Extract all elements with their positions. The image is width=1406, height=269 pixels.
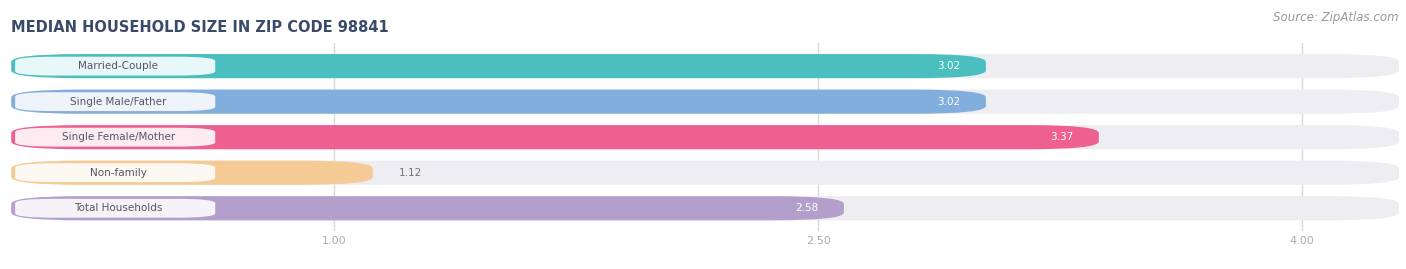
- FancyBboxPatch shape: [11, 54, 986, 78]
- FancyBboxPatch shape: [11, 125, 1099, 149]
- Text: 1.12: 1.12: [398, 168, 422, 178]
- FancyBboxPatch shape: [11, 90, 1399, 114]
- Text: MEDIAN HOUSEHOLD SIZE IN ZIP CODE 98841: MEDIAN HOUSEHOLD SIZE IN ZIP CODE 98841: [11, 20, 389, 35]
- Text: Source: ZipAtlas.com: Source: ZipAtlas.com: [1274, 11, 1399, 24]
- FancyBboxPatch shape: [15, 163, 215, 182]
- FancyBboxPatch shape: [11, 161, 1399, 185]
- FancyBboxPatch shape: [15, 199, 215, 218]
- Text: 3.02: 3.02: [936, 61, 960, 71]
- FancyBboxPatch shape: [11, 54, 1399, 78]
- FancyBboxPatch shape: [11, 196, 1399, 220]
- FancyBboxPatch shape: [15, 92, 215, 111]
- FancyBboxPatch shape: [15, 128, 215, 147]
- Text: 3.02: 3.02: [936, 97, 960, 107]
- Text: Married-Couple: Married-Couple: [79, 61, 159, 71]
- FancyBboxPatch shape: [15, 57, 215, 76]
- FancyBboxPatch shape: [11, 161, 373, 185]
- Text: 3.37: 3.37: [1050, 132, 1073, 142]
- FancyBboxPatch shape: [11, 196, 844, 220]
- FancyBboxPatch shape: [11, 125, 1399, 149]
- Text: Total Households: Total Households: [75, 203, 163, 213]
- Text: Non-family: Non-family: [90, 168, 146, 178]
- Text: 2.58: 2.58: [794, 203, 818, 213]
- Text: Single Male/Father: Single Male/Father: [70, 97, 166, 107]
- FancyBboxPatch shape: [11, 90, 986, 114]
- Text: Single Female/Mother: Single Female/Mother: [62, 132, 174, 142]
